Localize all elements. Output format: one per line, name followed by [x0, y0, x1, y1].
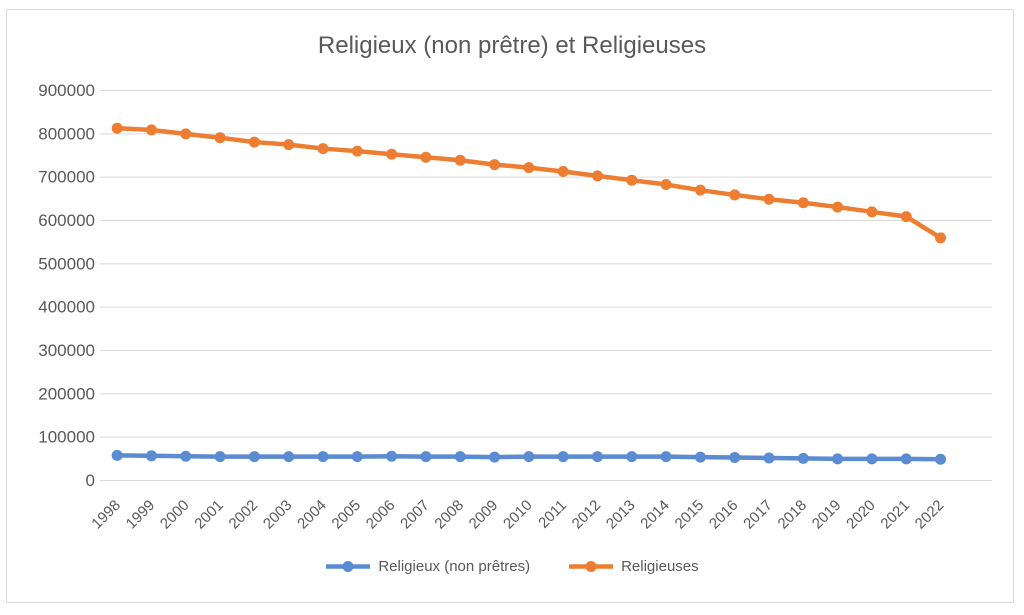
x-tick-label: 2016	[706, 497, 742, 533]
data-point	[763, 452, 775, 464]
x-tick-label: 2001	[191, 497, 227, 533]
data-point	[626, 174, 638, 186]
x-tick-label: 2022	[912, 497, 948, 533]
data-point	[832, 201, 844, 213]
x-tick-label: 2018	[775, 497, 811, 533]
data-point	[797, 452, 809, 464]
legend: Religieux (non prêtres) Religieuses	[0, 558, 1024, 575]
y-tick-label: 400000	[38, 298, 95, 317]
data-point	[797, 197, 809, 209]
data-point	[317, 451, 329, 463]
data-point	[557, 166, 569, 178]
data-point	[214, 132, 226, 144]
x-tick-label: 2002	[226, 497, 262, 533]
data-point	[866, 206, 878, 218]
data-point	[454, 451, 466, 463]
x-tick-label: 2019	[809, 497, 845, 533]
data-point	[420, 151, 432, 163]
legend-label-religieuses: Religieuses	[621, 558, 699, 575]
y-tick-label: 900000	[38, 81, 95, 100]
legend-marker-religieuses-icon	[569, 561, 614, 572]
data-point	[523, 162, 535, 174]
data-point	[386, 148, 398, 160]
x-tick-label: 2000	[157, 497, 193, 533]
data-point	[248, 451, 260, 463]
data-point	[180, 450, 192, 462]
data-point	[626, 451, 638, 463]
legend-label-religieux: Religieux (non prêtres)	[378, 558, 531, 575]
data-point	[145, 124, 157, 136]
x-tick-label: 2005	[329, 497, 365, 533]
data-point	[729, 452, 741, 464]
data-point	[111, 449, 123, 461]
data-point	[489, 159, 501, 171]
data-point	[180, 128, 192, 140]
legend-item-religieux: Religieux (non prêtres)	[325, 558, 530, 575]
data-point	[591, 451, 603, 463]
data-point	[283, 451, 295, 463]
x-tick-label: 2007	[397, 497, 433, 533]
data-point	[489, 451, 501, 463]
y-tick-label: 100000	[38, 428, 95, 447]
legend-item-religieuses: Religieuses	[568, 558, 699, 575]
x-tick-label: 1998	[88, 497, 124, 533]
x-tick-label: 2011	[535, 497, 570, 532]
data-point	[317, 143, 329, 155]
y-tick-label: 700000	[38, 168, 95, 187]
y-tick-label: 300000	[38, 341, 95, 360]
data-point	[248, 136, 260, 148]
data-point	[351, 145, 363, 157]
data-point	[454, 154, 466, 166]
x-tick-label: 2015	[672, 497, 708, 533]
y-tick-label: 0	[86, 471, 95, 490]
x-tick-label: 2010	[500, 497, 536, 533]
x-tick-label: 2013	[603, 497, 639, 533]
x-tick-label: 2017	[740, 497, 776, 533]
data-point	[557, 451, 569, 463]
data-point	[694, 451, 706, 463]
x-tick-label: 1999	[123, 497, 159, 533]
data-point	[763, 193, 775, 205]
x-tick-label: 2020	[843, 497, 879, 533]
data-point	[386, 450, 398, 462]
data-point	[832, 453, 844, 465]
data-point	[935, 453, 947, 465]
data-point	[900, 453, 912, 465]
data-point	[729, 189, 741, 201]
data-point	[283, 139, 295, 151]
data-point	[111, 122, 123, 134]
x-tick-label: 2014	[637, 497, 673, 533]
y-tick-label: 200000	[38, 384, 95, 403]
data-point	[900, 211, 912, 223]
data-point	[351, 451, 363, 463]
data-point	[420, 451, 432, 463]
x-tick-label: 2008	[431, 497, 467, 533]
x-tick-label: 2004	[294, 497, 330, 533]
data-point	[591, 170, 603, 182]
data-point	[660, 451, 672, 463]
x-tick-label: 2021	[877, 497, 913, 533]
data-point	[866, 453, 878, 465]
x-tick-label: 2009	[466, 497, 502, 533]
data-point	[214, 451, 226, 463]
x-tick-label: 2003	[260, 497, 296, 533]
y-tick-label: 500000	[38, 254, 95, 273]
series-line-1	[114, 125, 943, 241]
x-tick-label: 2006	[363, 497, 399, 533]
y-tick-label: 600000	[38, 211, 95, 230]
data-point	[145, 450, 157, 462]
x-tick-label: 2012	[569, 497, 605, 533]
chart-title: Religieux (non prêtre) et Religieuses	[317, 32, 707, 59]
data-point	[694, 184, 706, 196]
data-point	[935, 232, 947, 244]
data-point	[660, 179, 672, 191]
data-point	[523, 451, 535, 463]
y-tick-label: 800000	[38, 124, 95, 143]
legend-marker-religieux-icon	[326, 561, 371, 572]
